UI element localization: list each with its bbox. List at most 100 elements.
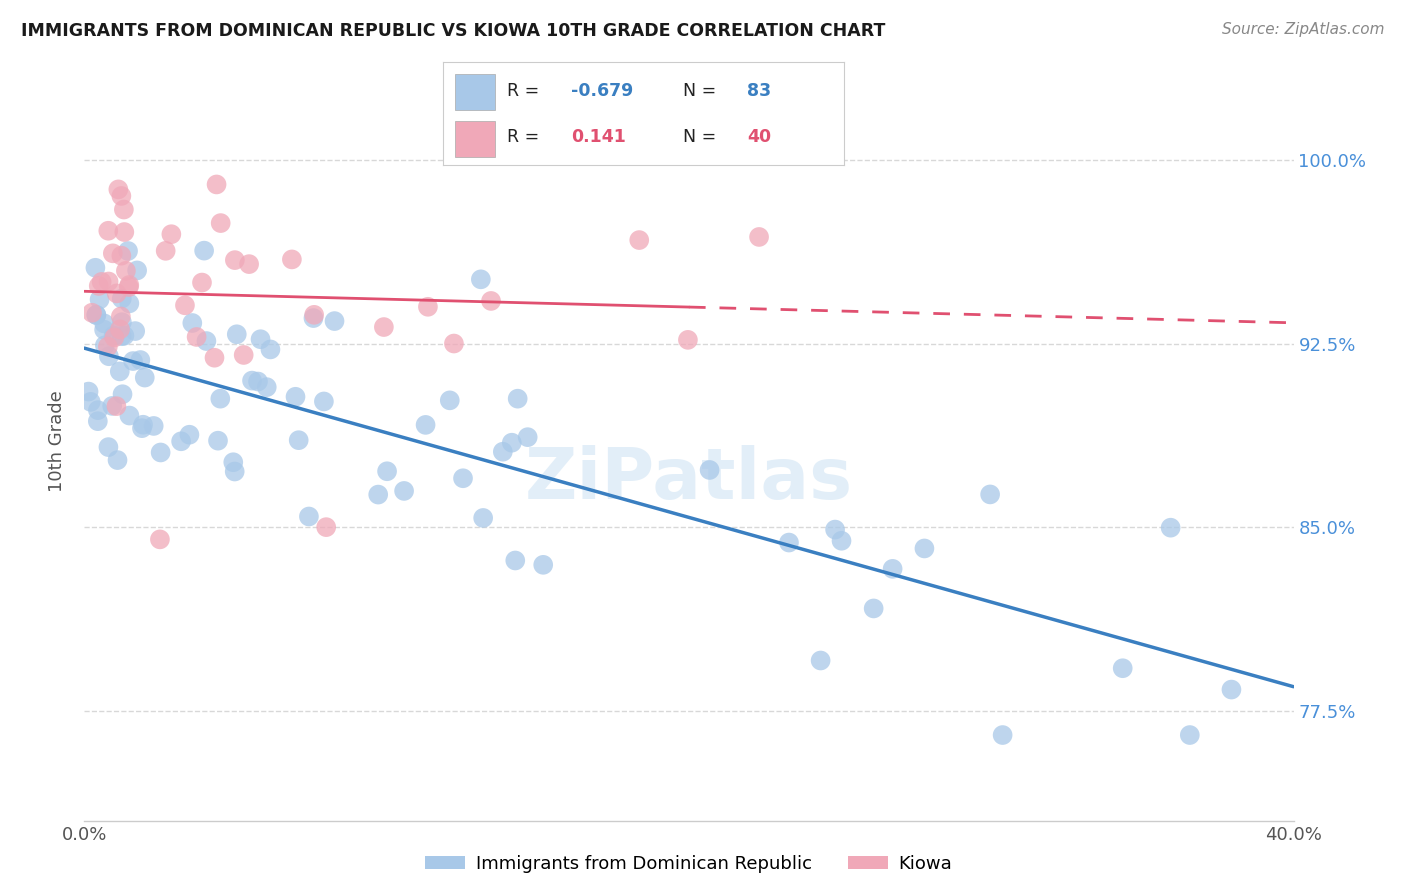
Point — [101, 246, 124, 260]
Point — [375, 464, 398, 478]
Point — [232, 348, 254, 362]
Text: 83: 83 — [748, 82, 772, 100]
Point — [129, 353, 152, 368]
Point — [256, 380, 278, 394]
Text: IMMIGRANTS FROM DOMINICAN REPUBLIC VS KIOWA 10TH GRADE CORRELATION CHART: IMMIGRANTS FROM DOMINICAN REPUBLIC VS KI… — [21, 22, 886, 40]
Point — [124, 324, 146, 338]
Point — [170, 434, 193, 449]
Point — [118, 296, 141, 310]
Point — [108, 364, 131, 378]
Point — [107, 453, 129, 467]
Point — [205, 178, 228, 192]
Point — [1160, 521, 1182, 535]
Point — [451, 471, 474, 485]
Point — [110, 310, 132, 324]
Point — [77, 384, 100, 399]
Point — [117, 244, 139, 258]
Point — [209, 216, 232, 230]
Point — [979, 487, 1001, 501]
Text: R =: R = — [508, 82, 540, 100]
Point — [492, 444, 515, 458]
Point — [80, 395, 103, 409]
Point — [127, 263, 149, 277]
Point — [101, 399, 124, 413]
Point — [259, 343, 281, 357]
Text: R =: R = — [508, 128, 540, 146]
Point — [516, 430, 538, 444]
Text: N =: N = — [683, 82, 717, 100]
Point — [1112, 661, 1135, 675]
Point — [186, 330, 208, 344]
Point — [501, 435, 523, 450]
Point — [315, 520, 337, 534]
Point — [118, 280, 141, 294]
Point — [373, 320, 395, 334]
Point — [103, 328, 125, 343]
Text: Source: ZipAtlas.com: Source: ZipAtlas.com — [1222, 22, 1385, 37]
Point — [111, 387, 134, 401]
Point — [112, 328, 135, 343]
Point — [179, 427, 201, 442]
Point — [97, 440, 120, 454]
Point — [155, 244, 177, 258]
Point — [991, 728, 1014, 742]
Point — [134, 370, 156, 384]
Point — [628, 233, 651, 247]
Point — [479, 293, 502, 308]
Point — [87, 403, 110, 417]
Point — [204, 351, 226, 365]
Point — [443, 336, 465, 351]
Point — [415, 417, 437, 432]
Point — [699, 463, 721, 477]
Point — [149, 445, 172, 459]
Point — [110, 329, 132, 343]
Point — [80, 306, 103, 320]
Point — [112, 225, 135, 239]
Point — [118, 278, 141, 293]
Text: N =: N = — [683, 128, 717, 146]
Point — [195, 334, 218, 348]
Point — [912, 541, 935, 556]
Point — [118, 409, 141, 423]
Point — [97, 224, 120, 238]
Point — [97, 349, 120, 363]
Point — [287, 433, 309, 447]
Y-axis label: 10th Grade: 10th Grade — [48, 391, 66, 492]
Point — [506, 392, 529, 406]
Point — [470, 272, 492, 286]
Point — [87, 279, 110, 293]
Point — [824, 523, 846, 537]
Point — [1220, 682, 1243, 697]
Point — [222, 455, 245, 469]
Point — [209, 392, 232, 406]
Point — [810, 653, 832, 667]
Point — [416, 300, 439, 314]
Point — [107, 182, 129, 196]
Point — [238, 257, 260, 271]
Point — [131, 421, 153, 435]
Point — [302, 308, 325, 322]
Point — [108, 322, 131, 336]
Point — [105, 399, 128, 413]
Point — [284, 390, 307, 404]
Point — [831, 533, 853, 548]
Legend: Immigrants from Dominican Republic, Kiowa: Immigrants from Dominican Republic, Kiow… — [418, 847, 960, 880]
Point — [323, 314, 346, 328]
Text: 0.141: 0.141 — [571, 128, 626, 146]
Text: ZiPatlas: ZiPatlas — [524, 445, 853, 514]
Point — [97, 340, 120, 354]
Point — [111, 292, 134, 306]
Point — [778, 535, 800, 549]
Point — [676, 333, 699, 347]
Point — [281, 252, 304, 267]
Point — [247, 375, 270, 389]
Point — [1178, 728, 1201, 742]
Point — [84, 260, 107, 275]
Point — [748, 230, 770, 244]
Point — [531, 558, 554, 572]
Point — [90, 275, 112, 289]
Point — [472, 511, 495, 525]
Point — [160, 227, 183, 242]
Point — [142, 419, 165, 434]
Point — [93, 317, 115, 331]
